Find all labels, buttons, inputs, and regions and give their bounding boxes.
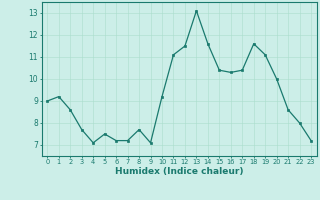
- X-axis label: Humidex (Indice chaleur): Humidex (Indice chaleur): [115, 167, 244, 176]
